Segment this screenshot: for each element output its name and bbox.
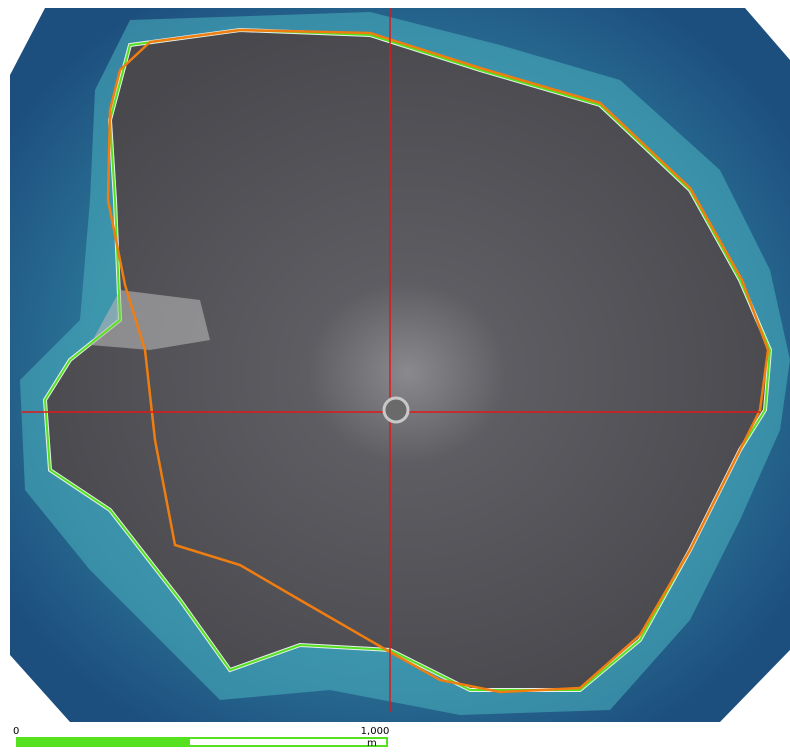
scale-unit: m [367, 738, 377, 749]
scale-bar: 0 1,000 m [13, 726, 389, 749]
scale-bar-fill [17, 738, 190, 746]
orange-outline [106, 28, 770, 694]
scale-end: 1,000 [361, 726, 390, 737]
crater [382, 396, 410, 424]
scale-start: 0 [13, 726, 19, 737]
